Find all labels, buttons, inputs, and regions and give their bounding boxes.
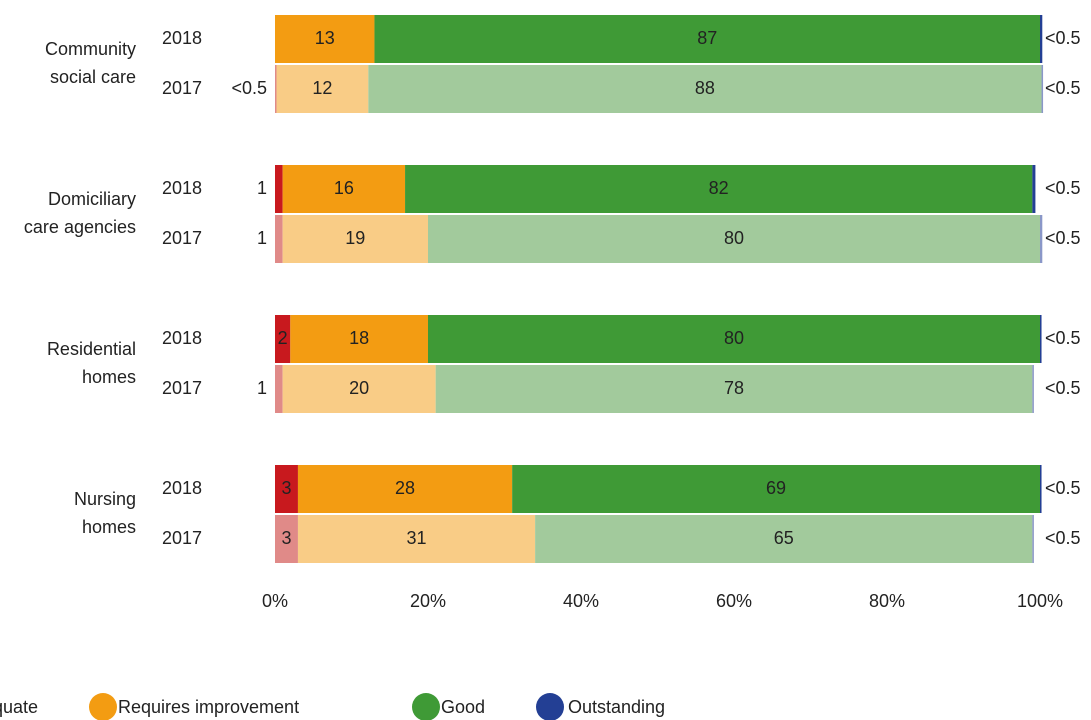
x-tick-label: 40% <box>563 591 599 611</box>
x-tick-label: 20% <box>410 591 446 611</box>
value-label: 1 <box>257 178 267 198</box>
year-label: 2017 <box>162 378 202 398</box>
legend-swatch <box>89 693 117 720</box>
year-label: 2017 <box>162 78 202 98</box>
value-label: <0.5 <box>1045 328 1081 348</box>
value-label: 18 <box>349 328 369 348</box>
legend-label: Good <box>441 697 485 717</box>
value-label: 31 <box>407 528 427 548</box>
bar-segment <box>1040 215 1043 263</box>
value-label: 1 <box>257 378 267 398</box>
bar-segment <box>1032 165 1036 213</box>
value-label: <0.5 <box>1045 528 1081 548</box>
value-label: 3 <box>281 478 291 498</box>
bar-segment <box>512 465 1040 513</box>
bar-segment <box>275 315 291 363</box>
year-label: 2018 <box>162 28 202 48</box>
bar-segment <box>275 215 283 263</box>
bar-segment <box>282 215 428 263</box>
value-label: 65 <box>774 528 794 548</box>
year-label: 2018 <box>162 178 202 198</box>
value-label: 80 <box>724 328 744 348</box>
legend-label: Outstanding <box>568 697 665 717</box>
legend-label: Requires improvement <box>118 697 299 717</box>
value-label: 12 <box>312 78 332 98</box>
bar-segment <box>275 165 283 213</box>
bar-segment <box>535 515 1033 563</box>
bar-segment <box>428 315 1040 363</box>
group-label: homes <box>82 517 136 537</box>
value-label: <0.5 <box>231 78 267 98</box>
year-label: 2017 <box>162 228 202 248</box>
year-label: 2018 <box>162 478 202 498</box>
value-label: 78 <box>724 378 744 398</box>
value-label: 13 <box>315 28 335 48</box>
bar-segment <box>1040 465 1042 513</box>
value-label: 19 <box>345 228 365 248</box>
bar-segment <box>374 15 1040 63</box>
bar-segment <box>282 365 436 413</box>
value-label: <0.5 <box>1045 28 1081 48</box>
group-label: Domiciliary <box>48 189 136 209</box>
group-label: Community <box>45 39 136 59</box>
year-label: 2018 <box>162 328 202 348</box>
value-label: 87 <box>697 28 717 48</box>
bar-segment <box>368 65 1042 113</box>
value-label: 16 <box>334 178 354 198</box>
bar-segment <box>275 15 375 63</box>
group-label: Nursing <box>74 489 136 509</box>
value-label: 88 <box>695 78 715 98</box>
bar-segment <box>290 315 428 363</box>
bar-segment <box>275 65 277 113</box>
value-label: 80 <box>724 228 744 248</box>
value-label: <0.5 <box>1045 228 1081 248</box>
value-label: <0.5 <box>1045 178 1081 198</box>
x-tick-label: 80% <box>869 591 905 611</box>
bar-segment <box>1040 15 1043 63</box>
bar-segment <box>297 465 513 513</box>
value-label: <0.5 <box>1045 378 1081 398</box>
legend-swatch <box>412 693 440 720</box>
value-label: 82 <box>709 178 729 198</box>
value-label: 2 <box>278 328 288 348</box>
year-label: 2017 <box>162 528 202 548</box>
bar-segment <box>276 65 369 113</box>
legend-label: Inadequate <box>0 697 38 717</box>
x-tick-label: 60% <box>716 591 752 611</box>
group-label: social care <box>50 67 136 87</box>
bar-segment <box>275 515 298 563</box>
bar-segment <box>1032 515 1034 563</box>
group-label: Residential <box>47 339 136 359</box>
bar-segment <box>428 215 1040 263</box>
legend-swatch <box>536 693 564 720</box>
bar-segment <box>1032 365 1034 413</box>
value-label: <0.5 <box>1045 478 1081 498</box>
value-label: 20 <box>349 378 369 398</box>
value-label: 3 <box>281 528 291 548</box>
bar-segment <box>297 515 536 563</box>
bar-segment <box>435 365 1033 413</box>
group-label: homes <box>82 367 136 387</box>
bar-segment <box>275 465 298 513</box>
value-label: 28 <box>395 478 415 498</box>
value-label: 1 <box>257 228 267 248</box>
bar-segment <box>1040 315 1042 363</box>
value-label: <0.5 <box>1045 78 1081 98</box>
bar-segment <box>1041 65 1044 113</box>
bar-segment <box>282 165 406 213</box>
x-tick-label: 100% <box>1017 591 1063 611</box>
value-label: 69 <box>766 478 786 498</box>
bar-segment <box>405 165 1033 213</box>
bar-segment <box>275 365 283 413</box>
x-tick-label: 0% <box>262 591 288 611</box>
group-label: care agencies <box>24 217 136 237</box>
